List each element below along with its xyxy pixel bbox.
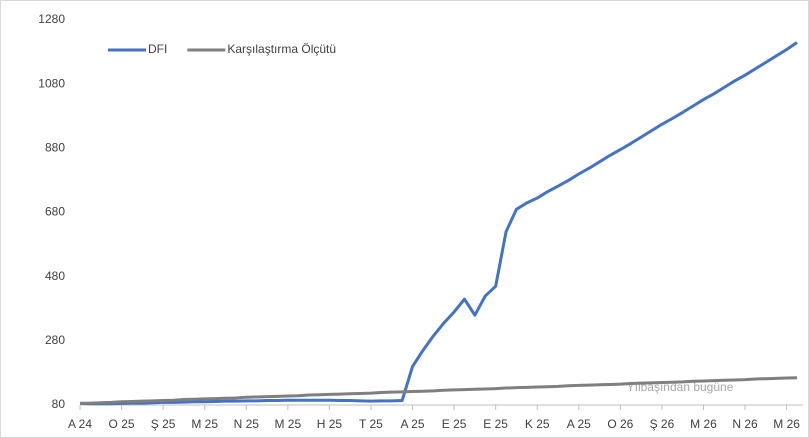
data-line (79, 41, 798, 406)
x-tick-label: O 25 (109, 417, 135, 431)
x-tick-label: M 25 (274, 417, 301, 431)
x-tick-label: A 24 (68, 417, 92, 431)
x-tick-label: H 25 (317, 417, 343, 431)
y-tick-label: 480 (45, 269, 65, 283)
x-tick-label: E 25 (483, 417, 508, 431)
y-tick-label: 80 (52, 397, 66, 411)
x-tick-label: N 26 (732, 417, 758, 431)
x-tick-label: M 26 (690, 417, 717, 431)
x-tick-label: Ş 26 (650, 417, 675, 431)
legend-label: DFI (148, 42, 167, 56)
y-tick-label: 680 (45, 205, 65, 219)
x-tick-label: M 25 (191, 417, 218, 431)
x-tick-label: M 26 (773, 417, 800, 431)
legend-label: Karşılaştırma Ölçütü (227, 42, 336, 56)
x-tick-label: T 25 (359, 417, 383, 431)
data-line (79, 376, 798, 405)
x-tick-label: Ş 25 (151, 417, 176, 431)
x-tick-label: N 25 (234, 417, 260, 431)
x-tick-label: A 25 (567, 417, 591, 431)
x-tick-label: E 25 (442, 417, 467, 431)
y-tick-label: 880 (45, 141, 65, 155)
y-tick-label: 1080 (38, 76, 65, 90)
x-tick-label: A 25 (401, 417, 425, 431)
x-tick-label: K 25 (525, 417, 550, 431)
y-tick-label: 1280 (38, 12, 65, 26)
y-tick-label: 280 (45, 333, 65, 347)
x-tick-label: O 26 (607, 417, 633, 431)
